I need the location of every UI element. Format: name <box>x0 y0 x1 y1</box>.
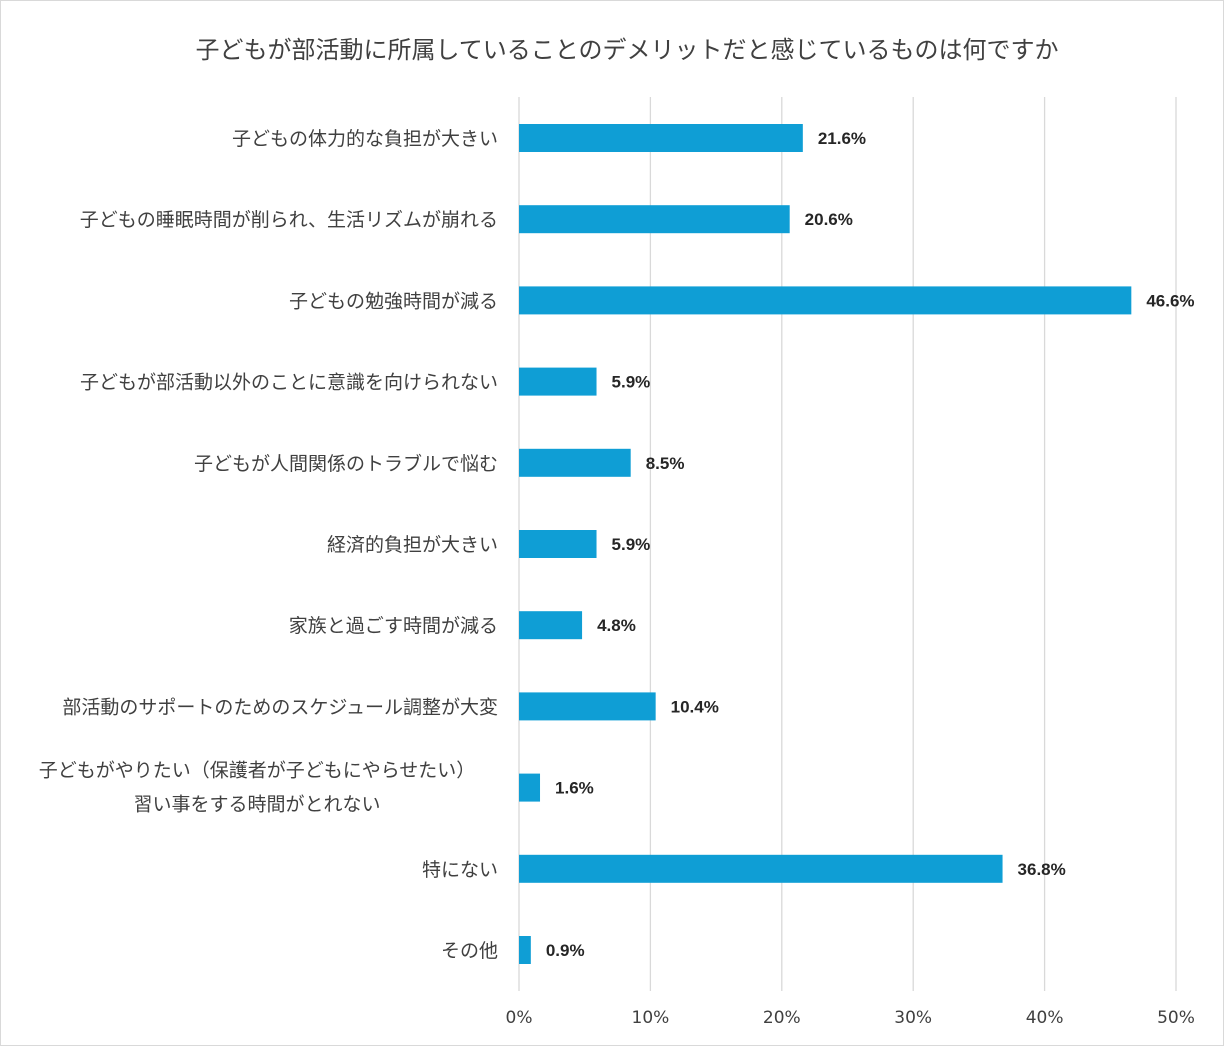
data-label: 4.8% <box>597 616 636 635</box>
bar <box>519 773 541 802</box>
bar <box>519 448 631 477</box>
bar <box>519 286 1132 315</box>
x-axis-tick-labels: 0% 10% 20% 30% 40% 50% <box>506 1008 1195 1028</box>
bar <box>519 205 790 234</box>
data-label: 20.6% <box>805 210 853 229</box>
data-label: 46.6% <box>1146 291 1194 310</box>
category-label: 家族と過ごす時間が減る <box>289 615 498 637</box>
data-label: 36.8% <box>1018 860 1066 879</box>
x-tick-label: 0% <box>506 1008 533 1028</box>
bars <box>519 124 1132 964</box>
category-label: 子どもの睡眠時間が削られ、生活リズムが崩れる <box>80 209 498 231</box>
data-label: 1.6% <box>555 779 594 798</box>
data-label: 5.9% <box>612 535 651 554</box>
x-tick-label: 50% <box>1157 1008 1195 1028</box>
data-label: 5.9% <box>612 373 651 392</box>
data-label: 10.4% <box>671 697 719 716</box>
x-tick-label: 10% <box>632 1008 670 1028</box>
x-tick-label: 40% <box>1026 1008 1064 1028</box>
category-label: 子どもの体力的な負担が大きい <box>232 128 498 150</box>
category-label: 特にない <box>422 859 498 881</box>
bar <box>519 854 1003 883</box>
category-labels: 子どもの体力的な負担が大きい子どもの睡眠時間が削られ、生活リズムが崩れる子どもの… <box>39 128 498 962</box>
bar <box>519 530 597 558</box>
category-label: 子どもの勉強時間が減る <box>289 290 498 312</box>
data-label: 8.5% <box>646 454 685 473</box>
x-tick-label: 20% <box>763 1008 801 1028</box>
data-label: 0.9% <box>546 941 585 960</box>
bar <box>519 124 803 152</box>
category-label: 子どもがやりたい（保護者が子どもにやらせたい）習い事をする時間がとれない <box>39 760 476 816</box>
category-label: 部活動のサポートのためのスケジュール調整が大変 <box>62 696 498 718</box>
bar <box>519 692 656 721</box>
gridlines <box>518 97 1177 991</box>
category-label: 経済的負担が大きい <box>327 534 498 556</box>
data-label: 21.6% <box>818 129 866 148</box>
category-label: 子どもが人間関係のトラブルで悩む <box>194 452 498 475</box>
data-labels: 21.6% 20.6% 46.6% 5.9% 8.5% 5.9% 4.8% 10.4% 1.6%… <box>546 129 1195 960</box>
bar <box>519 367 597 396</box>
category-label: 子どもが部活動以外のことに意識を向けられない <box>80 372 498 394</box>
bar <box>519 936 531 964</box>
bar <box>519 611 583 640</box>
category-label: その他 <box>441 940 498 962</box>
x-tick-label: 30% <box>894 1008 932 1028</box>
chart-title: 子どもが部活動に所属していることのデメリットだと感じているものは何ですか <box>195 36 1058 64</box>
